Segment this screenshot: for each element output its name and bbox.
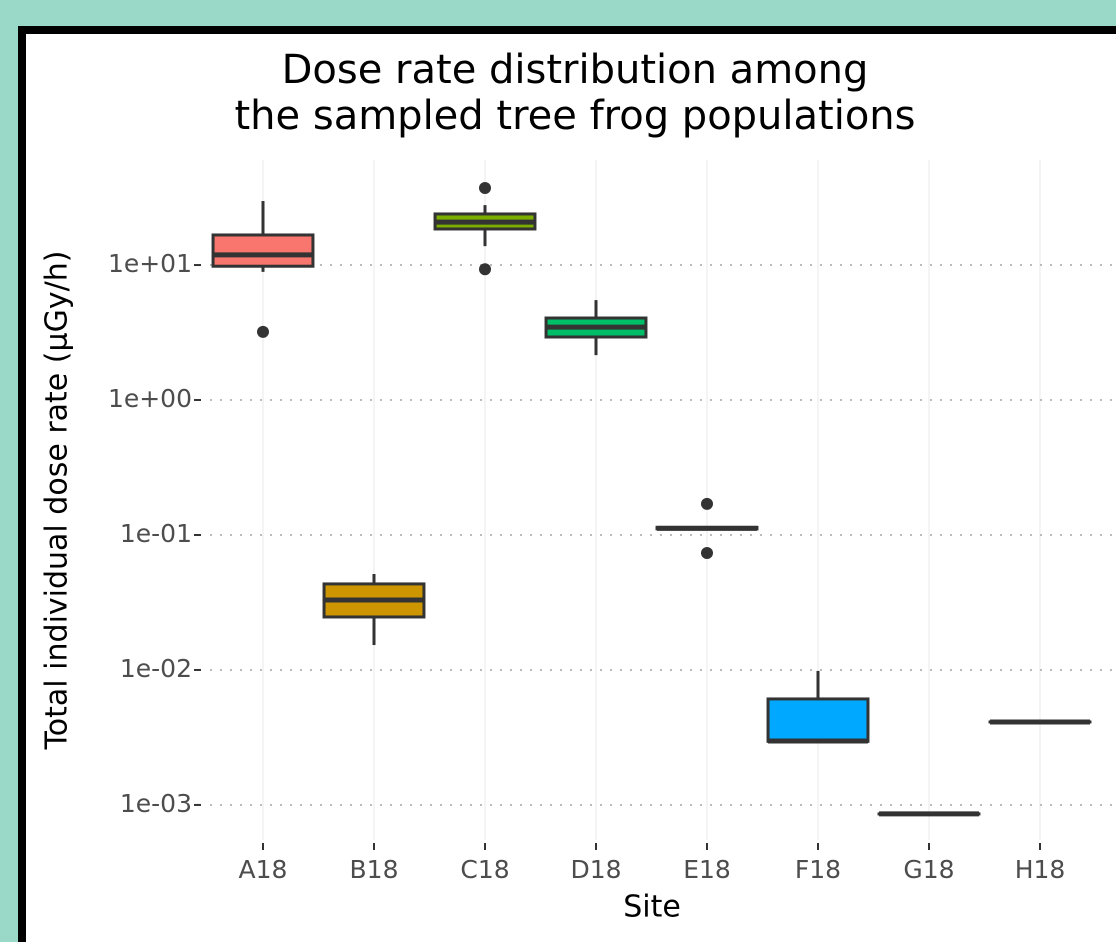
box [766,697,870,743]
chart-title: the sampled tree frog populations [235,93,916,139]
x-tick-label: C18 [460,855,509,884]
outlier [701,546,713,559]
x-axis-title: Site [623,890,681,925]
y-tick-label: 1e+01 [108,249,192,278]
y-axis-title: Total individual dose rate (µGy/h) [40,251,75,751]
outlier [479,263,491,276]
x-tick-label: B18 [350,855,399,884]
x-tick-label: D18 [570,855,621,884]
y-tick-label: 1e-02 [120,654,192,683]
outlier [479,182,491,195]
y-tick-label: 1e-01 [120,519,192,548]
panel [18,26,1116,942]
y-tick-label: 1e-03 [120,789,192,818]
y-tick-label: 1e+00 [108,384,192,413]
x-tick-label: E18 [683,855,731,884]
x-tick-label: A18 [239,855,288,884]
outlier [257,325,269,338]
outlier [701,497,713,510]
box [211,233,315,268]
x-tick-label: H18 [1015,855,1066,884]
chart-title: Dose rate distribution among [282,47,869,93]
x-tick-label: F18 [795,855,841,884]
x-tick-label: G18 [903,855,954,884]
